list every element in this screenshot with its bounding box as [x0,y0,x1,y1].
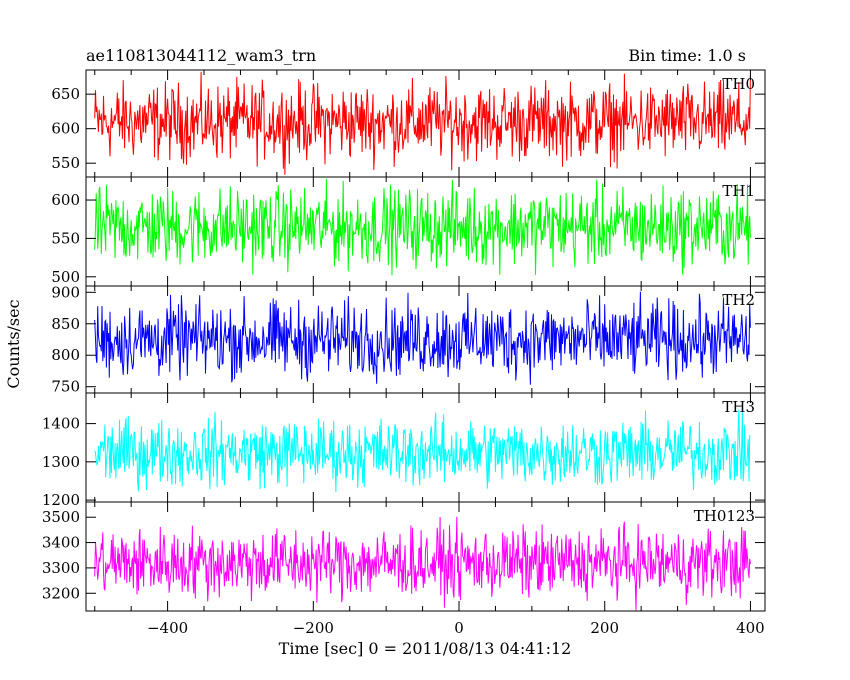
y-tick-label: 600 [51,191,80,209]
y-tick-label: 1400 [42,415,80,433]
x-tick-label: 200 [590,619,619,637]
y-tick-label: 3300 [42,559,80,577]
panel-th0: 550 600 650 TH0 [51,69,766,178]
y-tick-label: 550 [51,229,80,247]
panel-label-th2: TH2 [722,291,755,309]
y-tick-label: 550 [51,154,80,172]
bin-time-label: Bin time: 1.0 s [628,46,746,65]
y-tick-label: 750 [51,378,80,396]
panel-label-th3: TH3 [722,398,755,416]
y-tick-label: 600 [51,120,80,138]
panel-th3: 1200 1300 1400 TH3 [42,392,766,509]
panels-group: 550 600 650 TH0 500 550 600 TH1 750 800 850 900 TH2 1… [42,69,766,612]
y-axis-label: Counts/sec [4,299,23,388]
x-tick-label: 0 [454,619,464,637]
panel-th0123: 3200 3300 3400 3500 TH0123 [42,501,766,612]
panel-label-th1: TH1 [722,182,755,200]
x-axis-label: Time [sec] 0 = 2011/08/13 04:41:12 [279,639,572,658]
panel-label-th0: TH0 [722,75,755,93]
y-tick-label: 1300 [42,453,80,471]
x-tick-labels: −400 −200 0 200 400 [147,619,765,637]
y-tick-label: 3400 [42,534,80,552]
series-line-th1 [94,178,751,276]
series-line-th2 [94,291,751,385]
x-tick-label: 400 [736,619,765,637]
series-line-th0 [94,71,751,175]
x-tick-label: −400 [147,619,188,637]
y-tick-label: 900 [51,283,80,301]
panel-frame [85,501,766,612]
panel-th2: 750 800 850 900 TH2 [51,283,766,396]
y-tick-label: 500 [51,268,80,286]
y-tick-label: 1200 [42,491,80,509]
y-tick-label: 850 [51,315,80,333]
series-line-th3 [94,409,751,492]
y-tick-label: 3500 [42,508,80,526]
y-tick-label: 3200 [42,584,80,602]
panel-th1: 500 550 600 TH1 [51,176,766,287]
series-line-th0123 [94,516,751,611]
y-tick-label: 800 [51,346,80,364]
x-tick-label: −200 [293,619,334,637]
y-tick-label: 650 [51,85,80,103]
chart-title: ae110813044112_wam3_trn [86,46,316,65]
panel-label-th0123: TH0123 [694,507,755,525]
